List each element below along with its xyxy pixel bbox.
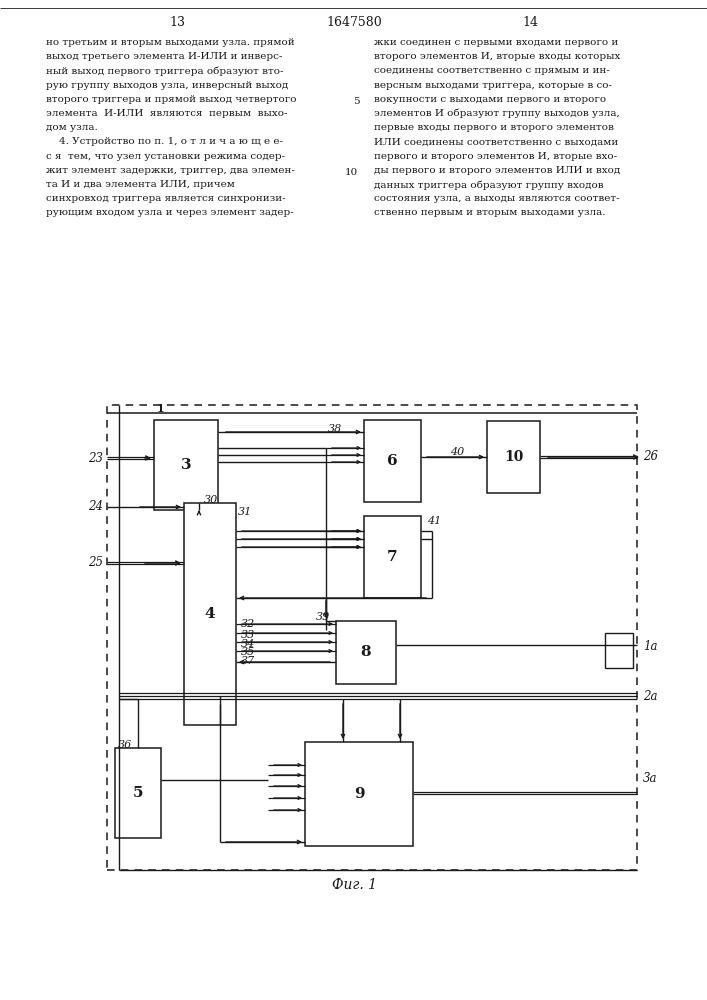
Text: 25: 25 [88, 556, 103, 570]
Text: второго триггера и прямой выход четвертого: второго триггера и прямой выход четверто… [46, 95, 296, 104]
Text: 13: 13 [169, 15, 185, 28]
Text: элемента  И-ИЛИ  являются  первым  выхо-: элемента И-ИЛИ являются первым выхо- [46, 109, 288, 118]
Text: 4: 4 [205, 607, 216, 621]
Text: 1a: 1a [643, 641, 658, 654]
Bar [336, 621, 396, 684]
Text: 26: 26 [643, 450, 658, 464]
Text: 10: 10 [504, 450, 523, 464]
Text: ИЛИ соединены соответственно с выходами: ИЛИ соединены соответственно с выходами [374, 137, 618, 146]
Text: ный выход первого триггера образуют вто-: ный выход первого триггера образуют вто- [46, 66, 284, 76]
Text: с я  тем, что узел установки режима содер-: с я тем, что узел установки режима содер… [46, 152, 285, 161]
Text: та И и два элемента ИЛИ, причем: та И и два элемента ИЛИ, причем [46, 180, 235, 189]
Text: состояния узла, а выходы являются соответ-: состояния узла, а выходы являются соотве… [374, 194, 619, 203]
Text: дом узла.: дом узла. [46, 123, 98, 132]
Text: жит элемент задержки, триггер, два элемен-: жит элемент задержки, триггер, два элеме… [46, 166, 295, 175]
Text: 35: 35 [241, 647, 255, 657]
Text: 30: 30 [204, 495, 218, 505]
Text: 3a: 3a [643, 772, 658, 786]
Text: вокупности с выходами первого и второго: вокупности с выходами первого и второго [374, 95, 606, 104]
Bar [364, 516, 421, 598]
Text: рую группу выходов узла, инверсный выход: рую группу выходов узла, инверсный выход [46, 81, 288, 90]
Text: 40: 40 [450, 447, 464, 457]
Text: второго элементов И, вторые входы которых: второго элементов И, вторые входы которы… [374, 52, 620, 61]
Text: соединены соответственно с прямым и ин-: соединены соответственно с прямым и ин- [374, 66, 609, 75]
Bar [115, 748, 161, 838]
Text: 33: 33 [241, 630, 255, 640]
Text: 1: 1 [157, 403, 165, 414]
Text: выход третьего элемента И-ИЛИ и инверс-: выход третьего элемента И-ИЛИ и инверс- [46, 52, 282, 61]
Text: 9: 9 [354, 787, 364, 801]
Text: 6: 6 [387, 454, 398, 468]
Bar [605, 633, 633, 668]
Text: 14: 14 [522, 15, 538, 28]
Text: 37: 37 [241, 656, 255, 666]
Bar [154, 420, 218, 510]
Text: 36: 36 [118, 740, 132, 750]
Text: 8: 8 [361, 646, 371, 660]
Bar [305, 742, 413, 846]
Bar [487, 421, 540, 493]
Text: 38: 38 [328, 424, 342, 434]
Text: 23: 23 [88, 452, 103, 464]
Text: 32: 32 [241, 619, 255, 629]
Text: 1647580: 1647580 [326, 15, 382, 28]
Text: 34: 34 [241, 639, 255, 649]
Text: 10: 10 [345, 168, 358, 177]
Text: но третьим и вторым выходами узла. прямой: но третьим и вторым выходами узла. прямо… [46, 38, 295, 47]
Text: синхровход триггера является синхронизи-: синхровход триггера является синхронизи- [46, 194, 286, 203]
Bar [184, 503, 236, 725]
Text: 3: 3 [181, 458, 192, 472]
Text: элементов И образуют группу выходов узла,: элементов И образуют группу выходов узла… [374, 109, 620, 118]
Text: 2a: 2a [643, 690, 658, 704]
Text: Фиг. 1: Фиг. 1 [332, 878, 377, 892]
Text: данных триггера образуют группу входов: данных триггера образуют группу входов [374, 180, 604, 190]
Text: 5: 5 [133, 786, 144, 800]
Text: 31: 31 [238, 507, 252, 517]
Bar [364, 420, 421, 502]
Text: рующим входом узла и через элемент задер-: рующим входом узла и через элемент задер… [46, 208, 293, 217]
Text: ды первого и второго элементов ИЛИ и вход: ды первого и второго элементов ИЛИ и вхо… [374, 166, 620, 175]
Text: первого и второго элементов И, вторые вхо-: первого и второго элементов И, вторые вх… [374, 152, 617, 161]
Text: 39: 39 [316, 612, 330, 622]
Text: 7: 7 [387, 550, 398, 564]
Text: версным выходами триггера, которые в со-: версным выходами триггера, которые в со- [374, 81, 612, 90]
Text: 41: 41 [427, 516, 441, 526]
Text: жки соединен с первыми входами первого и: жки соединен с первыми входами первого и [374, 38, 618, 47]
Text: ственно первым и вторым выходами узла.: ственно первым и вторым выходами узла. [374, 208, 605, 217]
Text: 5: 5 [354, 97, 360, 106]
Text: 24: 24 [88, 500, 103, 514]
Bar [107, 405, 637, 870]
Text: первые входы первого и второго элементов: первые входы первого и второго элементов [374, 123, 614, 132]
Text: 4. Устройство по п. 1, о т л и ч а ю щ е е-: 4. Устройство по п. 1, о т л и ч а ю щ е… [46, 137, 283, 146]
